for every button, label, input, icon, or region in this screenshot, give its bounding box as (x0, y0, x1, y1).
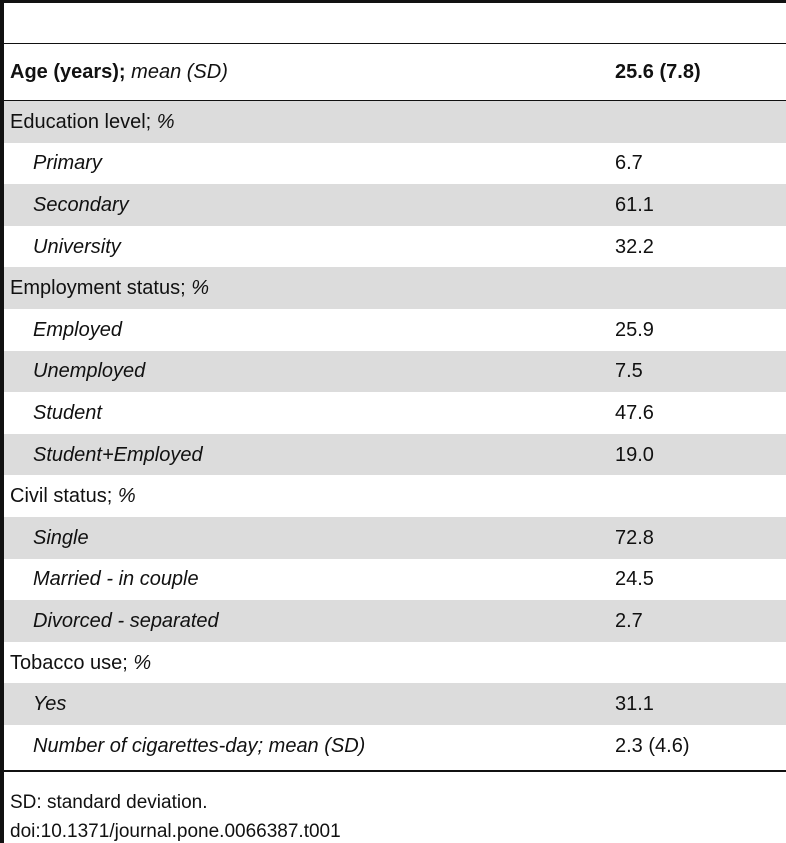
row-label: Married - in couple (33, 568, 199, 591)
table-row: University 32.2 (4, 226, 786, 268)
table-row: Divorced - separated 2.7 (4, 600, 786, 642)
table-top-rule (4, 0, 786, 3)
row-value: 24.5 (615, 568, 654, 591)
row-value: 2.7 (615, 609, 643, 632)
section-title: Education level; (10, 110, 152, 133)
table-row: Secondary 61.1 (4, 184, 786, 226)
row-value: 7.5 (615, 360, 643, 383)
row-value: 72.8 (615, 526, 654, 549)
row-label: Primary (33, 152, 102, 175)
row-label: Yes (33, 693, 67, 716)
row-value: 32.2 (615, 235, 654, 258)
table-body: Education level; % Primary 6.7 Secondary 61.… (4, 101, 786, 767)
table-row: Number of cigarettes-day; mean (SD) 2.3 (… (4, 725, 786, 767)
row-label: Student (33, 401, 102, 424)
section-title: Tobacco use; (10, 651, 128, 674)
left-border-rule (0, 0, 4, 843)
table-row: Yes 31.1 (4, 683, 786, 725)
footnote-doi: doi:10.1371/journal.pone.0066387.t001 (10, 821, 341, 842)
row-label: Divorced - separated (33, 609, 219, 632)
section-row: Tobacco use; % (4, 642, 786, 684)
table-row: Student 47.6 (4, 392, 786, 434)
table-bottom-rule (4, 769, 786, 772)
row-value: 61.1 (615, 193, 654, 216)
section-label: Education level; % (4, 112, 615, 132)
row-label: Student+Employed (33, 443, 203, 466)
table-header-rule (4, 43, 786, 44)
row-label: Single (33, 526, 89, 549)
section-label: Tobacco use; % (4, 653, 615, 673)
section-unit: % (117, 485, 136, 508)
section-label: Civil status; % (4, 486, 615, 506)
section-row: Education level; % (4, 101, 786, 143)
section-unit: % (156, 110, 175, 133)
table-row: Single 72.8 (4, 516, 786, 559)
data-table: Age (years); mean (SD) 25.6 (7.8) Educat… (4, 0, 786, 772)
footnote-abbreviation: SD: standard deviation. (10, 792, 208, 813)
header-label: Age (years); mean (SD) (4, 62, 615, 82)
row-value: 2.3 (4.6) (615, 734, 690, 757)
section-unit: % (191, 277, 209, 300)
row-value: 25.9 (615, 318, 654, 341)
section-unit: % (133, 651, 152, 674)
header-label-main: Age (years); (10, 61, 126, 83)
row-value: 6.7 (615, 152, 643, 175)
section-row: Employment status; % (4, 267, 786, 309)
table-row: Primary 6.7 (4, 143, 786, 185)
row-label: Secondary (33, 193, 129, 216)
table-row: Student+Employed 19.0 (4, 433, 786, 476)
section-title: Employment status; (10, 277, 186, 300)
table-header-row: Age (years); mean (SD) 25.6 (7.8) (4, 44, 786, 101)
row-label: Unemployed (33, 360, 146, 383)
row-label: University (33, 235, 121, 258)
row-value: 47.6 (615, 401, 654, 424)
header-label-italic: mean (SD) (131, 61, 228, 83)
row-label: Number of cigarettes-day; mean (SD) (33, 734, 366, 757)
section-title: Civil status; (10, 485, 113, 508)
table-row: Married - in couple 24.5 (4, 559, 786, 601)
row-value: 31.1 (615, 693, 654, 716)
row-label: Employed (33, 318, 122, 341)
table-row: Employed 25.9 (4, 309, 786, 351)
table-row: Unemployed 7.5 (4, 350, 786, 393)
section-row: Civil status; % (4, 475, 786, 517)
row-value: 19.0 (615, 443, 654, 466)
section-label: Employment status; % (4, 278, 615, 298)
header-value: 25.6 (7.8) (615, 61, 701, 83)
